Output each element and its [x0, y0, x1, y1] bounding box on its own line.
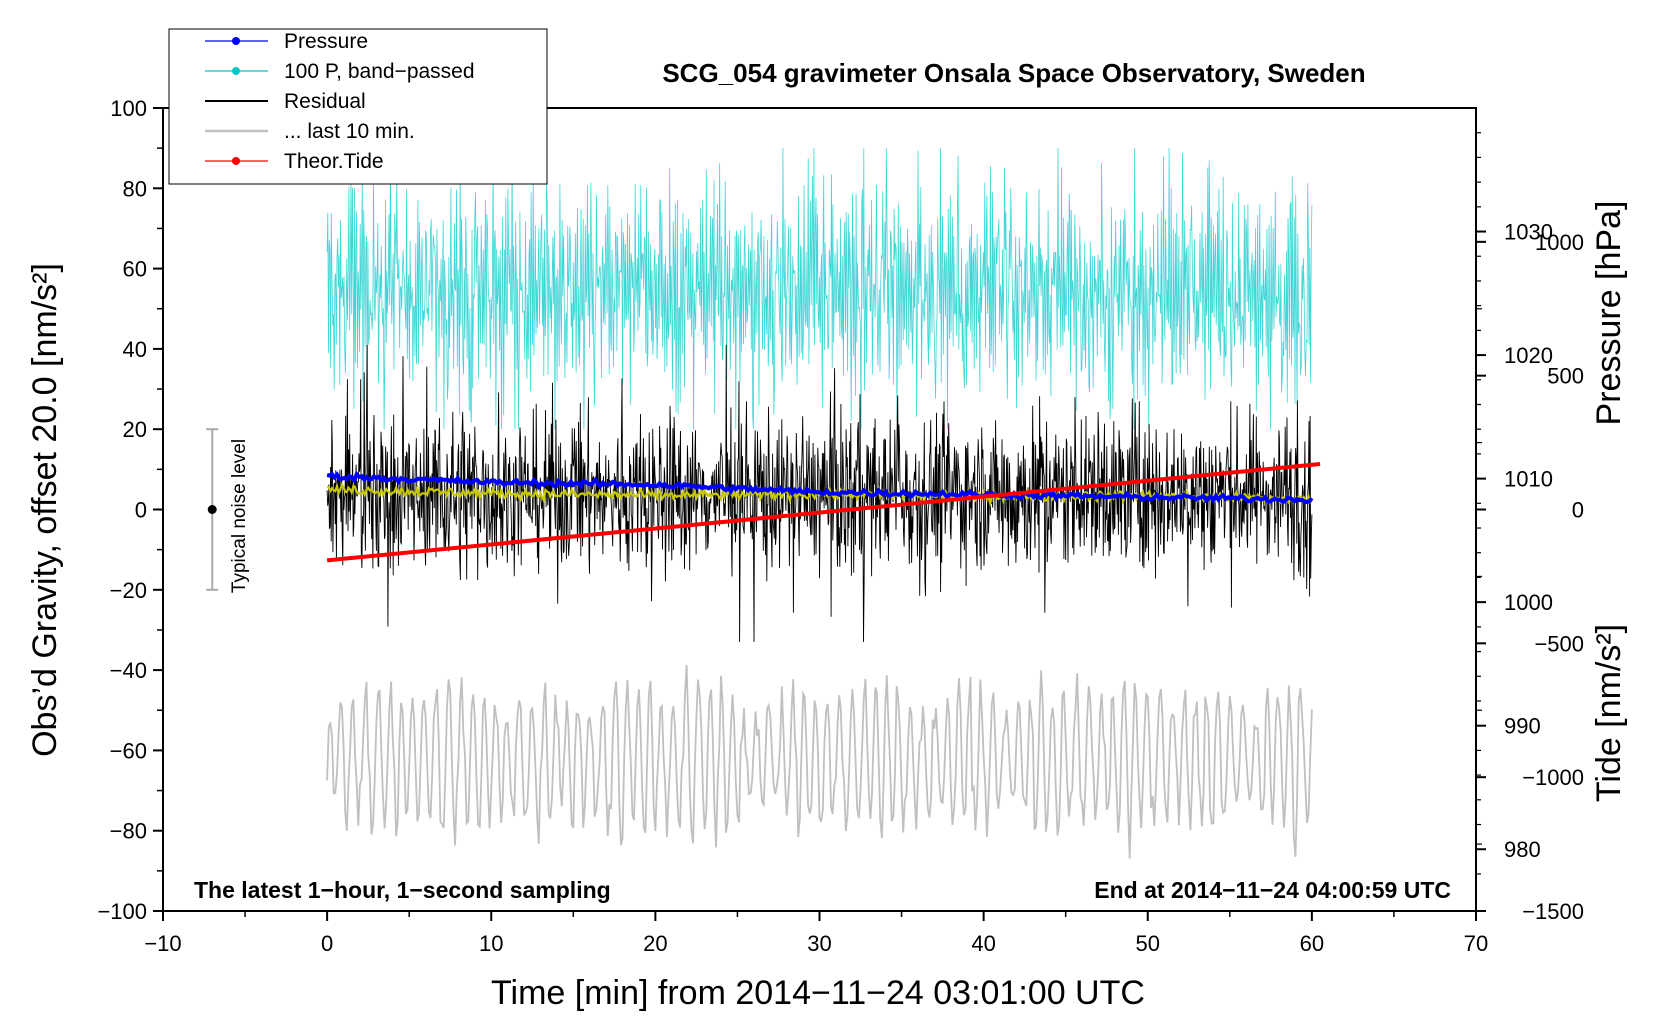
y-axis-label-pressure: Pressure [hPa] — [1590, 201, 1628, 426]
y-tick-label: −80 — [110, 819, 147, 844]
x-tick-label: 40 — [971, 931, 995, 956]
y-axis-label-tide: Tide [nm/s²] — [1590, 624, 1628, 802]
legend-swatch-marker — [232, 157, 240, 165]
x-tick-label: 60 — [1300, 931, 1324, 956]
x-tick-label: 30 — [807, 931, 831, 956]
residual-line — [326, 344, 1313, 643]
y-tick-label: 20 — [123, 417, 147, 442]
x-tick-label: 10 — [479, 931, 503, 956]
tide-tick-label: −1000 — [1522, 765, 1584, 790]
pressure-tick-label: 990 — [1504, 714, 1541, 739]
series-band-passed-pressure — [326, 148, 1313, 430]
y-tick-label: 100 — [110, 96, 147, 121]
y-tick-label: −60 — [110, 738, 147, 763]
smoothed-residual-line — [326, 482, 1313, 508]
series-theoretical-tide — [326, 462, 1321, 563]
x-axis: −10 0 10 20 30 40 50 60 70 — [144, 911, 1488, 956]
x-tick-label: 20 — [643, 931, 667, 956]
last-10-min-line — [326, 664, 1313, 859]
pressure-tick-label: 980 — [1504, 837, 1541, 862]
pressure-tick-label: 1000 — [1504, 590, 1553, 615]
noise-level-bar — [206, 428, 219, 591]
y-tick-label: 0 — [135, 498, 147, 523]
pressure-tick-label: 1030 — [1504, 220, 1553, 245]
legend-swatch-marker — [232, 37, 240, 45]
y-tick-label: 60 — [123, 257, 147, 282]
legend-label: Theor.Tide — [284, 150, 384, 173]
y-tick-label: 40 — [123, 337, 147, 362]
y-tick-label: −40 — [110, 658, 147, 683]
x-tick-label: 0 — [321, 931, 333, 956]
x-tick-label: 50 — [1136, 931, 1160, 956]
end-time-note: End at 2014−11−24 04:00:59 UTC — [1094, 877, 1451, 903]
tide-tick-label: 0 — [1572, 498, 1584, 523]
pressure-line — [326, 470, 1314, 505]
chart-title: SCG_054 gravimeter Onsala Space Observat… — [662, 58, 1365, 88]
legend: Pressure 100 P, band−passed Residual ... la… — [168, 28, 548, 185]
pressure-tick-label: 1020 — [1504, 343, 1553, 368]
legend-swatch-marker — [232, 67, 240, 75]
legend-label: ... last 10 min. — [284, 120, 415, 143]
legend-label: Pressure — [284, 30, 368, 53]
series-smoothed-residual — [326, 482, 1313, 508]
y-axis-right-tide: −1500 −1000 −500 0 500 1000 — [1476, 230, 1584, 924]
legend-box — [168, 28, 548, 185]
y-tick-label: −20 — [110, 578, 147, 603]
x-axis-label: Time [min] from 2014−11−24 03:01:00 UTC — [491, 974, 1145, 1012]
y-tick-label: 80 — [123, 176, 147, 201]
band-passed-line — [326, 148, 1313, 430]
tide-tick-label: −500 — [1534, 631, 1584, 656]
tide-tick-label: 500 — [1547, 364, 1584, 389]
x-tick-label: −10 — [144, 931, 181, 956]
series-pressure — [326, 470, 1314, 505]
legend-label: Residual — [284, 90, 366, 113]
y-axis-left: −100 −80 −60 −40 −20 0 20 40 60 80 100 — [97, 96, 163, 924]
series-residual — [326, 344, 1313, 643]
sampling-note: The latest 1−hour, 1−second sampling — [194, 877, 611, 903]
pressure-tick-label: 1010 — [1504, 467, 1553, 492]
x-tick-label: 70 — [1464, 931, 1488, 956]
noise-bar-center-dot — [207, 505, 217, 514]
legend-label: 100 P, band−passed — [284, 60, 475, 83]
y-axis-right-pressure: 980 990 1000 1010 1020 1030 — [1476, 132, 1553, 875]
tide-line — [326, 462, 1321, 563]
series-last-10-min — [326, 664, 1313, 859]
tide-tick-label: −1500 — [1522, 899, 1584, 924]
noise-level-label: Typical noise level — [229, 439, 250, 593]
tide-tick-label: 1000 — [1535, 230, 1584, 255]
y-tick-label: −100 — [97, 899, 147, 924]
y-axis-label-left: Obs’d Gravity, offset 20.0 [nm/s²] — [26, 263, 64, 757]
